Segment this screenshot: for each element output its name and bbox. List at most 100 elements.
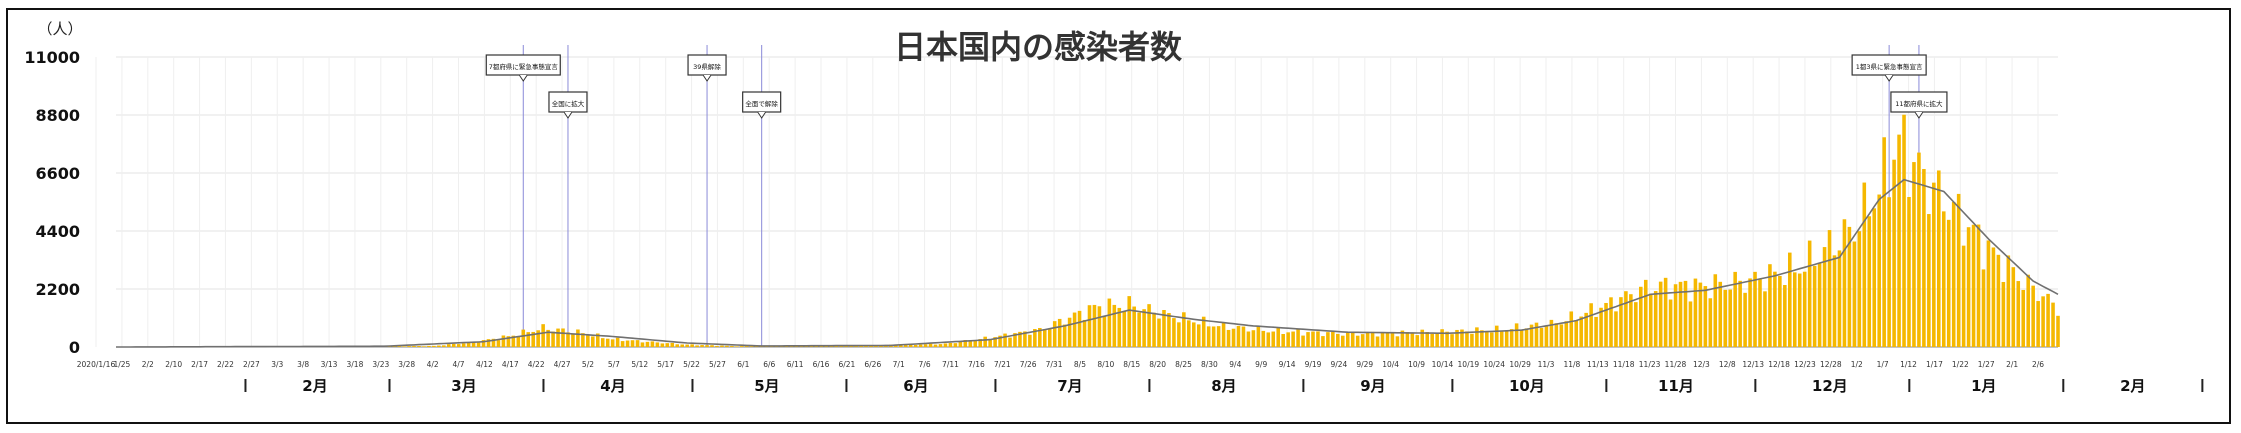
month-label: 9月 — [1360, 377, 1385, 395]
daily-case-bar — [501, 335, 506, 347]
daily-case-bar — [1241, 326, 1246, 347]
daily-case-bar — [1480, 330, 1484, 347]
daily-case-bar — [903, 344, 908, 347]
callout-label: 全国に拡大 — [552, 99, 585, 108]
x-tick-label: 2/2 — [142, 360, 154, 369]
x-tick-label: 10/19 — [1458, 360, 1480, 369]
month-label: 8月 — [1211, 377, 1236, 395]
callout-pointer — [757, 111, 767, 119]
daily-case-bar — [1937, 170, 1941, 347]
x-tick-label: 8/10 — [1097, 360, 1114, 369]
x-tick-label: 7/31 — [1046, 360, 1063, 369]
daily-case-bar — [1440, 329, 1444, 347]
daily-case-bar — [1112, 304, 1117, 347]
y-tick-label: 4400 — [35, 222, 80, 241]
chart-title: 日本国内の感染者数 — [894, 28, 1183, 66]
x-tick-label: 3/28 — [398, 360, 415, 369]
daily-case-bar — [1519, 329, 1524, 347]
daily-case-bar — [1221, 322, 1226, 347]
daily-case-bar — [884, 345, 888, 347]
daily-case-bar — [595, 333, 600, 347]
x-tick-label: 10/29 — [1509, 360, 1531, 369]
daily-case-bar — [710, 345, 714, 347]
daily-case-bar — [923, 344, 928, 347]
month-label: 1月 — [1971, 377, 1996, 395]
month-label: 2月 — [302, 377, 327, 395]
daily-case-bar — [2011, 267, 2016, 347]
daily-case-bar — [1907, 197, 1911, 347]
month-axis: 2月 3月 4月 5月 6月 7月 8月 9月 10月 11月 12月 1月 2月 — [244, 377, 2204, 395]
daily-case-bar — [1589, 303, 1593, 347]
daily-case-bar — [466, 342, 471, 347]
daily-case-bar — [1057, 318, 1062, 347]
daily-case-bar — [1976, 224, 1981, 347]
daily-case-bar — [605, 338, 610, 347]
daily-case-bar — [690, 344, 694, 347]
daily-case-bar — [1658, 281, 1663, 347]
daily-case-bar — [2021, 289, 2026, 347]
chart-frame: 7都府県に緊急事態宣言 全国に拡大 39県解除 全面で解除 1都3県に緊急事態宣言 11都… — [6, 8, 2231, 424]
daily-case-bar — [1544, 326, 1549, 347]
daily-case-bar — [486, 339, 491, 347]
daily-case-bar — [1117, 307, 1122, 347]
daily-case-bar — [561, 328, 565, 347]
x-tick-label: 12/18 — [1768, 360, 1790, 369]
x-tick-label: 3/8 — [297, 360, 309, 369]
daily-case-bar — [1052, 321, 1057, 347]
daily-case-bar — [1773, 271, 1777, 347]
daily-case-bar — [451, 343, 456, 347]
daily-case-bar — [1504, 330, 1509, 347]
daily-case-bar — [556, 328, 560, 347]
daily-case-bar — [531, 331, 535, 347]
x-tick-label: 7/6 — [919, 360, 931, 369]
daily-case-bar — [1932, 182, 1936, 347]
x-tick-label: 3/3 — [271, 360, 283, 369]
daily-case-bar — [397, 346, 401, 347]
x-tick-label: 6/16 — [813, 360, 830, 369]
daily-case-bar — [1211, 326, 1216, 347]
daily-case-bar — [1882, 137, 1886, 347]
daily-case-bar — [864, 345, 868, 347]
daily-case-bar — [1236, 325, 1241, 347]
daily-case-bar — [1753, 271, 1757, 347]
x-tick-label: 1/22 — [1952, 360, 1969, 369]
x-tick-label: 5/12 — [631, 360, 648, 369]
daily-case-bar — [1539, 327, 1544, 347]
daily-case-bar — [1743, 292, 1747, 347]
x-tick-label: 11/23 — [1639, 360, 1661, 369]
daily-case-bar — [1951, 201, 1956, 347]
daily-case-bar — [1847, 226, 1852, 347]
month-label: 4月 — [600, 377, 625, 395]
daily-case-bar — [1420, 329, 1425, 347]
daily-case-bar — [635, 340, 640, 347]
daily-case-bar — [1167, 313, 1171, 347]
daily-case-bar — [1991, 247, 1996, 347]
month-label: 12月 — [1812, 377, 1848, 395]
daily-case-bar — [1385, 332, 1390, 347]
daily-case-bar — [1842, 219, 1847, 347]
daily-case-bar — [1042, 329, 1047, 347]
daily-case-bar — [1693, 278, 1698, 347]
daily-case-bar — [1067, 317, 1072, 347]
daily-case-bar — [1872, 208, 1877, 347]
x-tick-label: 8/20 — [1149, 360, 1166, 369]
callout-pointer — [563, 111, 573, 119]
daily-case-bar — [1996, 254, 2001, 347]
daily-case-bar — [809, 346, 814, 347]
y-tick-label: 11000 — [24, 48, 80, 67]
x-tick-label: 1/2 — [1851, 360, 1863, 369]
daily-case-bar — [1817, 262, 1822, 347]
daily-case-bar — [417, 345, 421, 347]
x-tick-label: 8/30 — [1201, 360, 1218, 369]
callout-pointer — [702, 74, 712, 82]
daily-case-bar — [1395, 336, 1400, 347]
daily-case-bar — [898, 345, 903, 347]
daily-case-bar — [1316, 331, 1320, 347]
x-tick-label: 4/7 — [452, 360, 464, 369]
daily-case-bar — [456, 344, 461, 347]
daily-case-bar — [1350, 331, 1355, 347]
daily-case-bar — [1827, 230, 1832, 347]
daily-case-bar — [1971, 224, 1976, 347]
daily-case-bar — [1922, 169, 1926, 347]
daily-case-bar — [2041, 296, 2045, 347]
